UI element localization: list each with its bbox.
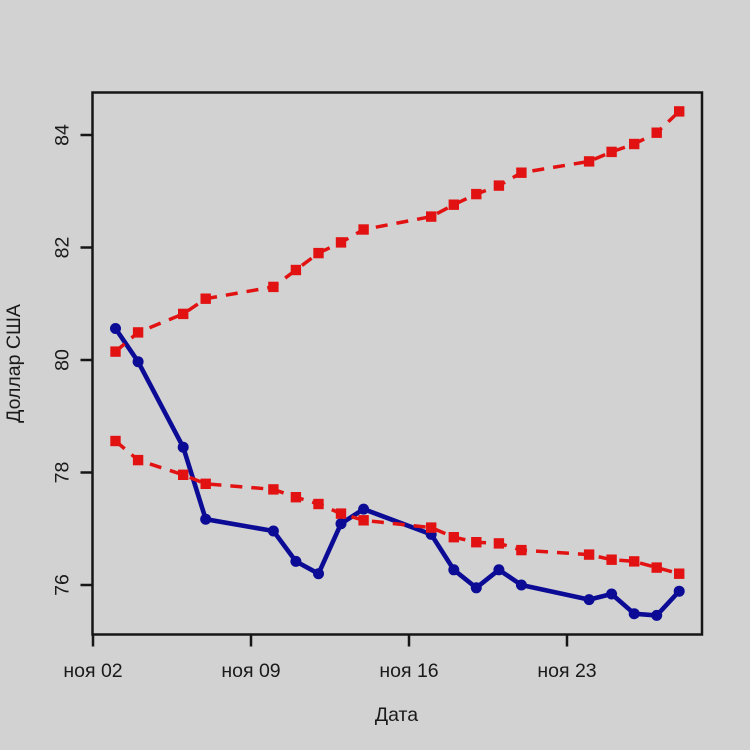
svg-text:Доллар США: Доллар США — [3, 304, 25, 423]
svg-text:ноя 09: ноя 09 — [221, 660, 280, 682]
svg-text:76: 76 — [52, 574, 74, 596]
svg-text:82: 82 — [52, 237, 74, 259]
svg-text:78: 78 — [52, 462, 74, 484]
svg-text:ноя 16: ноя 16 — [379, 660, 438, 682]
svg-text:ноя 02: ноя 02 — [63, 660, 122, 682]
svg-text:Дата: Дата — [375, 704, 418, 726]
svg-text:80: 80 — [52, 349, 74, 371]
svg-text:ноя 23: ноя 23 — [537, 660, 596, 682]
svg-text:84: 84 — [52, 124, 74, 146]
